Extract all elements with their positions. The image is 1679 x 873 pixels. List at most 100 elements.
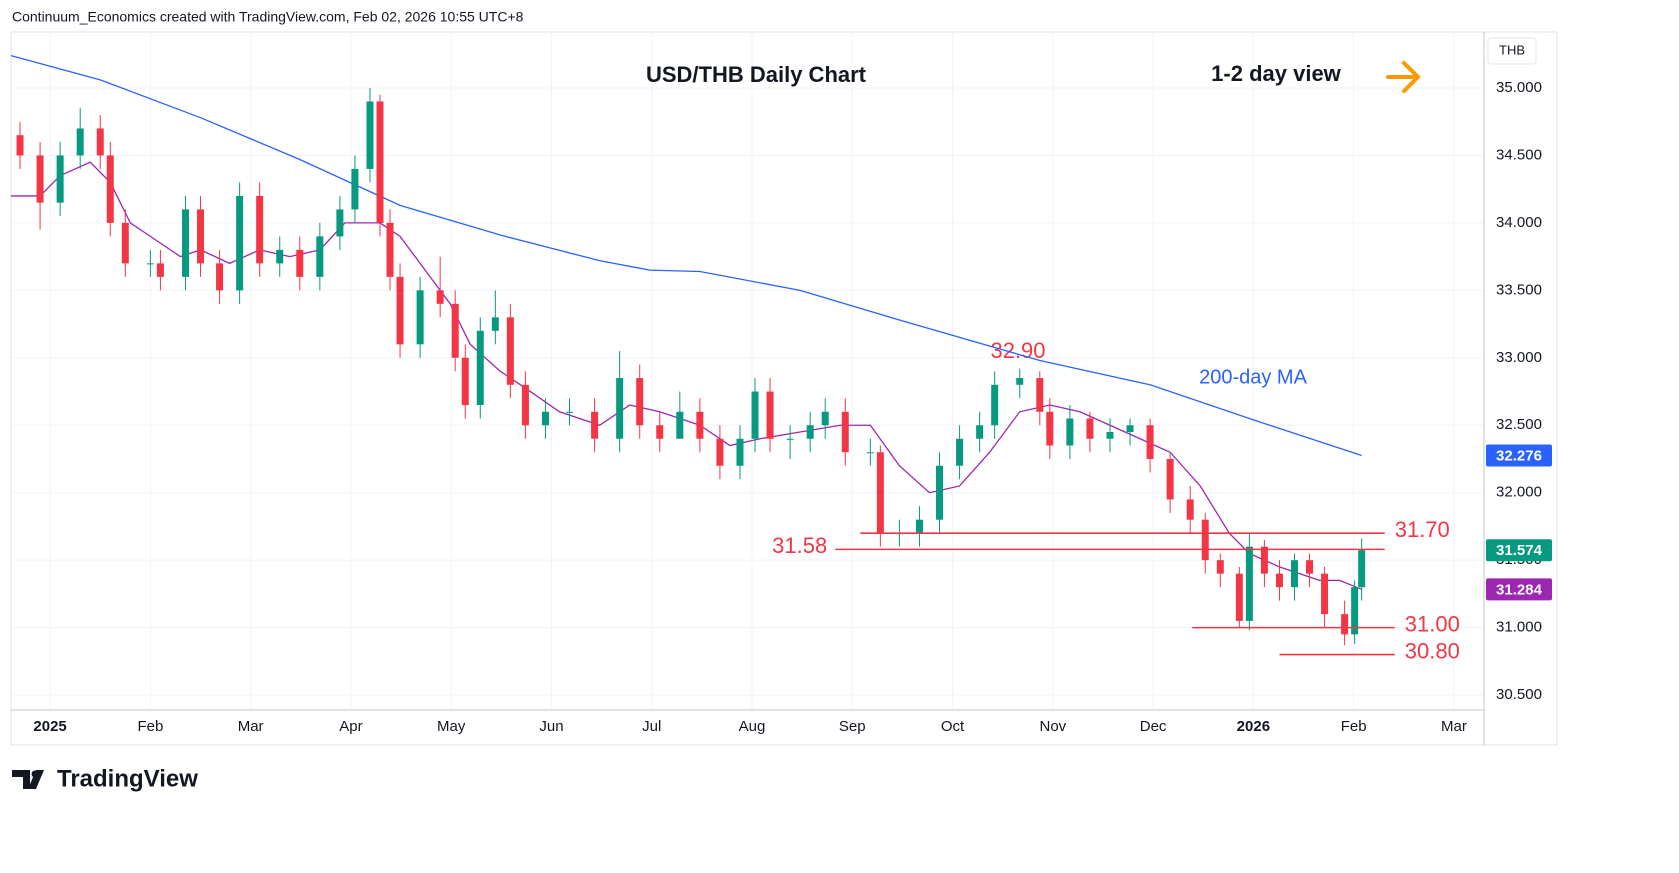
candle-body: [1260, 546, 1268, 574]
y-tick-label: 32.000: [1496, 484, 1542, 501]
candle-body: [1016, 378, 1024, 385]
x-tick-label: May: [437, 718, 466, 735]
candle-body: [821, 411, 829, 426]
candle-body: [1066, 418, 1074, 446]
candle-body: [786, 438, 794, 440]
chart-title: USD/THB Daily Chart: [646, 62, 867, 87]
price-badge-label: 31.284: [1496, 581, 1543, 598]
candle-body: [491, 317, 499, 331]
subtitle: 1-2 day view: [1211, 61, 1342, 86]
candle-body: [1275, 573, 1283, 588]
candle-body: [1216, 560, 1224, 574]
candle-body: [121, 222, 129, 264]
candle-body: [76, 128, 84, 156]
candle-body: [1146, 425, 1154, 459]
frame: [10, 31, 1558, 746]
candle-body: [16, 135, 24, 156]
candle-body: [376, 101, 384, 223]
x-tick-label: Nov: [1039, 718, 1066, 735]
logo: TradingView: [12, 765, 198, 792]
level-label: 31.58: [772, 533, 827, 558]
price-badge: [1486, 444, 1552, 467]
x-tick-label: Mar: [238, 718, 264, 735]
candle-body: [1306, 560, 1314, 574]
candle-body: [1290, 560, 1298, 588]
price-badge: [1486, 578, 1552, 601]
candle-body: [936, 465, 944, 520]
level-label: 31.70: [1395, 517, 1450, 542]
candle-body: [461, 357, 469, 406]
y-tick-label: 31.000: [1496, 619, 1542, 636]
x-tick-label: Feb: [1341, 718, 1367, 735]
y-tick-label: 35.000: [1496, 79, 1542, 96]
candle-body: [56, 155, 64, 203]
moving-average: [11, 161, 1362, 590]
candle-body: [96, 128, 104, 156]
candle-body: [976, 425, 984, 439]
candle-body: [751, 391, 759, 439]
currency: THB: [1499, 42, 1525, 57]
candles: [16, 87, 1366, 646]
x-tick-label: Mar: [1441, 718, 1467, 735]
candle-body: [181, 209, 189, 277]
candle-body: [197, 209, 205, 264]
x-tick-label: Sep: [839, 718, 866, 735]
price-badge-label: 31.574: [1496, 542, 1543, 559]
candle-body: [716, 438, 724, 466]
candle-body: [1036, 378, 1044, 412]
level-label: 31.00: [1405, 611, 1460, 636]
x-tick-label: Dec: [1140, 718, 1167, 735]
moving-averages: [10, 54, 1362, 590]
candle-body: [1086, 418, 1094, 439]
candle-body: [521, 384, 529, 426]
candle-body: [276, 249, 284, 264]
candle-body: [991, 384, 999, 426]
header: Continuum_Economics created with Trading…: [12, 9, 524, 25]
brand: TradingView: [57, 765, 198, 792]
y-tick-label: 30.500: [1496, 686, 1542, 703]
candle-body: [1235, 573, 1243, 621]
candle-body: [1245, 546, 1253, 621]
x-tick-label: Jun: [539, 718, 563, 735]
candle-body: [451, 303, 459, 358]
candle-body: [476, 330, 484, 406]
candle-body: [736, 438, 744, 466]
candle-body: [876, 452, 884, 534]
moving-average: [10, 54, 1362, 457]
y-tick-label: 32.500: [1496, 416, 1542, 433]
annotation: 200-day MA: [1199, 366, 1307, 388]
candle-body: [1358, 550, 1366, 588]
level-label: 30.80: [1405, 638, 1460, 663]
x-tick-label: Aug: [739, 718, 766, 735]
price-badge: [1486, 539, 1552, 562]
x-tick-label: Feb: [137, 718, 163, 735]
candle-body: [1321, 573, 1329, 615]
candle-body: [696, 411, 704, 439]
candle-body: [656, 425, 664, 439]
candle-body: [541, 411, 549, 426]
candle-body: [806, 425, 814, 439]
arrow: [1386, 61, 1420, 93]
x-tick-label: Jul: [642, 718, 661, 735]
candle-body: [256, 195, 264, 264]
candle-body: [336, 209, 344, 237]
currency-box: [1487, 37, 1537, 65]
candle-body: [915, 519, 923, 534]
candle-body: [841, 411, 849, 453]
candle-body: [766, 391, 774, 439]
x-tick-label: 2026: [1237, 718, 1270, 735]
candle-body: [591, 411, 599, 439]
candle-body: [1046, 411, 1054, 446]
logo-dot: [31, 770, 39, 778]
candle-body: [416, 290, 424, 345]
candle-body: [296, 249, 304, 277]
annotation: 32.90: [990, 338, 1045, 363]
candle-body: [216, 263, 224, 291]
candle-body: [316, 236, 324, 277]
candle-body: [386, 222, 394, 277]
candle-body: [1201, 519, 1209, 561]
candle-body: [436, 290, 444, 304]
x-tick-label: Oct: [941, 718, 965, 735]
